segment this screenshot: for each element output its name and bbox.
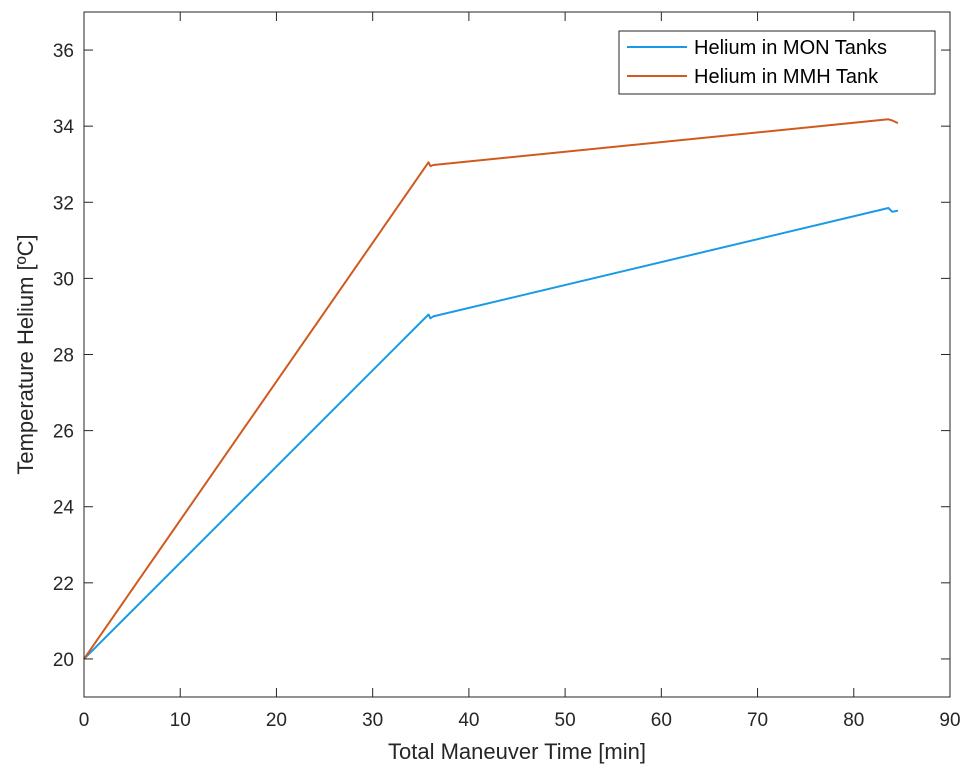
y-tick-label: 30 [53, 269, 74, 290]
y-axis-ticks: 20 22 24 26 28 30 32 34 36 [53, 41, 950, 671]
y-tick-label: 36 [53, 41, 74, 62]
x-tick-label: 70 [747, 710, 768, 731]
series-line-0 [83, 207, 899, 660]
y-axis-label: Temperature Helium [ºC] [13, 234, 38, 474]
plot-lines [83, 118, 899, 660]
x-tick-label: 10 [170, 710, 191, 731]
x-tick-label: 60 [651, 710, 672, 731]
x-tick-label: 50 [555, 710, 576, 731]
y-tick-label: 34 [53, 117, 75, 138]
y-tick-label: 32 [53, 193, 74, 214]
x-tick-label: 80 [843, 710, 864, 731]
y-tick-label: 26 [53, 422, 74, 443]
y-tick-label: 24 [53, 498, 75, 519]
x-tick-label: 20 [266, 710, 287, 731]
plot-frame [83, 11, 951, 698]
x-tick-label: 90 [939, 710, 960, 731]
x-axis-ticks: 0 10 20 30 40 50 60 70 80 90 [79, 12, 961, 731]
x-tick-label: 40 [458, 710, 479, 731]
x-axis-label: Total Maneuver Time [min] [388, 739, 646, 764]
x-tick-label: 30 [362, 710, 383, 731]
series-line-1 [83, 118, 899, 660]
legend-label-mmh: Helium in MMH Tank [694, 66, 879, 88]
y-tick-label: 20 [53, 650, 74, 671]
legend-box [618, 30, 936, 95]
legend: Helium in MON Tanks Helium in MMH Tank [618, 30, 936, 95]
y-tick-label: 28 [53, 346, 74, 367]
x-tick-label: 0 [79, 710, 90, 731]
y-tick-label: 22 [53, 574, 74, 595]
legend-label-mon: Helium in MON Tanks [694, 37, 887, 59]
